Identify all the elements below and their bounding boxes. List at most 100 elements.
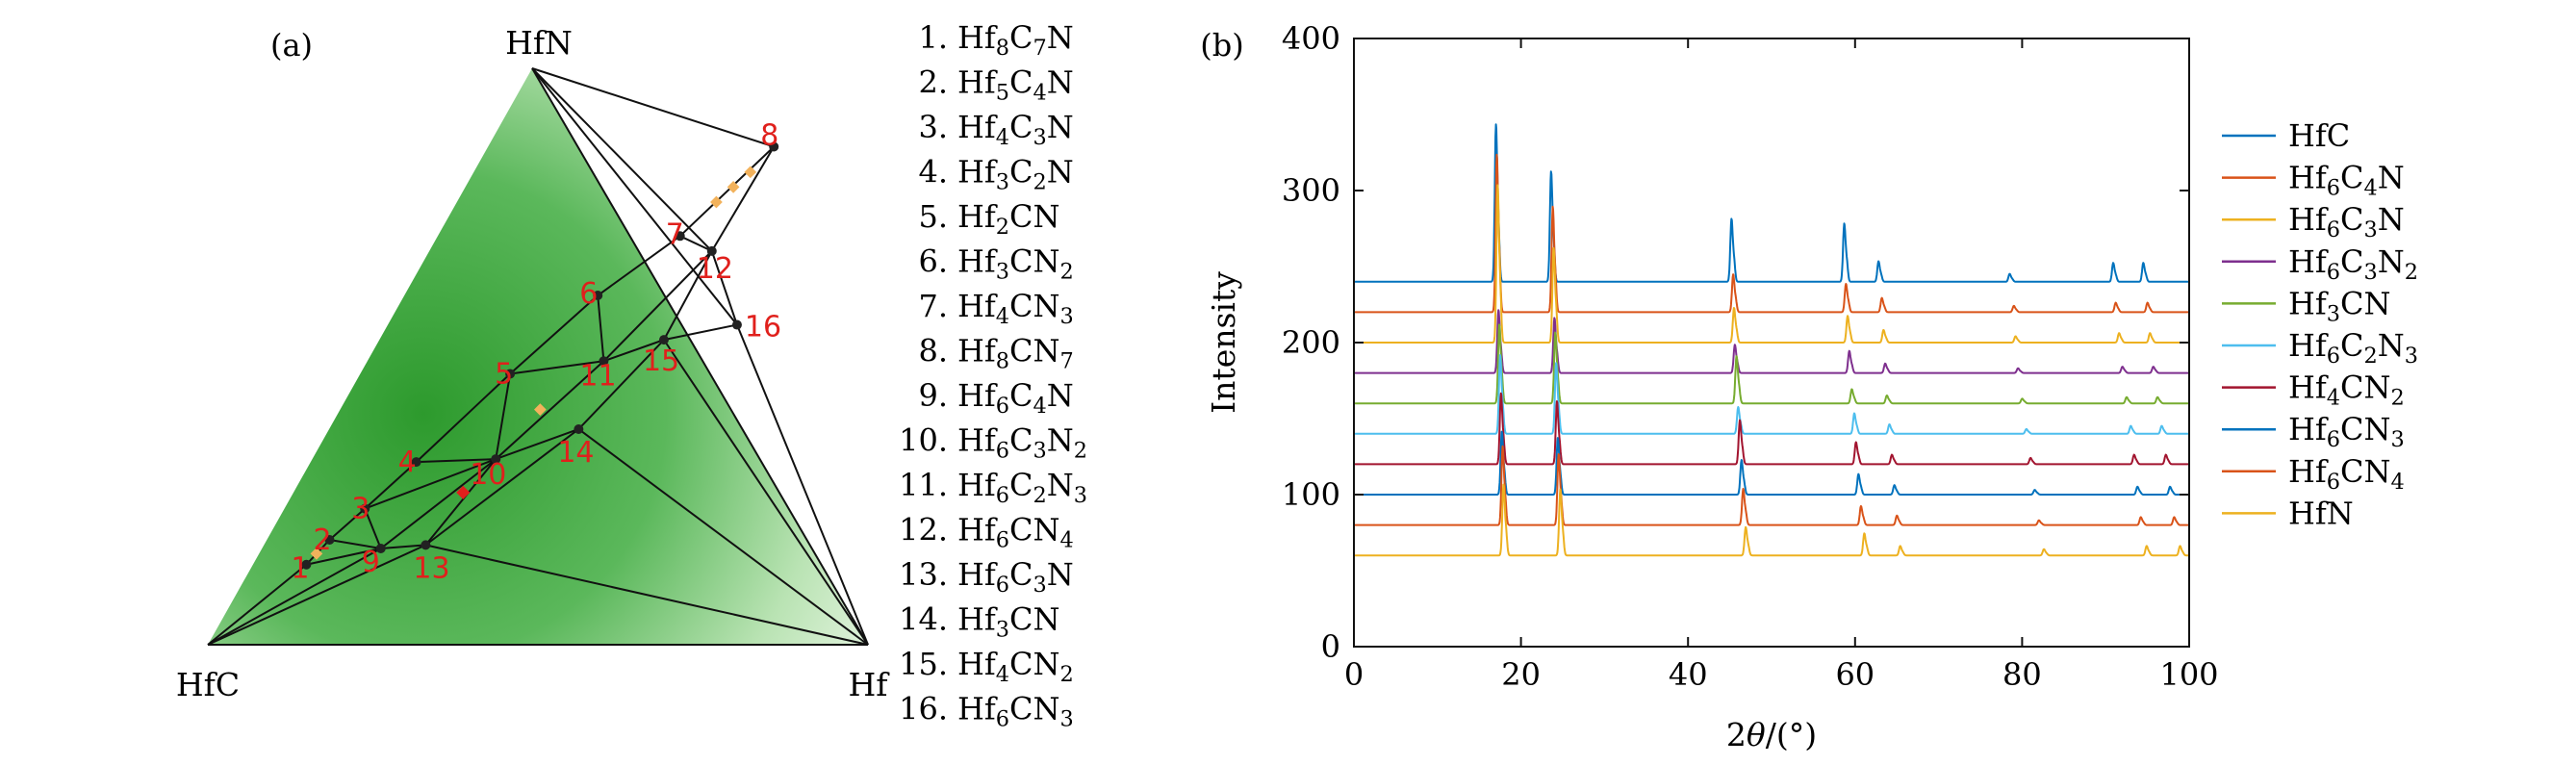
text-part: CN	[1009, 198, 1059, 235]
x-axis-label-part: θ	[1747, 716, 1766, 753]
compound-legend-formula: Hf6C3N2	[957, 422, 1087, 464]
text-part: CN	[2340, 453, 2390, 490]
x-axis-label-part: 2	[1726, 716, 1747, 753]
text-part: CN	[1009, 288, 1059, 324]
tie-line-10-11	[495, 360, 605, 460]
tie-line-9-10	[380, 458, 497, 549]
compound-legend-number: 7.	[918, 288, 948, 324]
corner-label-hf: Hf	[849, 666, 891, 703]
tie-line-4-5	[415, 372, 511, 463]
compound-point-15	[658, 335, 669, 345]
subscript: 4	[2327, 386, 2340, 411]
x-axis-label-part: /(°)	[1766, 716, 1817, 753]
y-tick-label: 0	[1321, 628, 1340, 665]
text-part: C	[1009, 467, 1033, 503]
corner-label-hfc: HfC	[176, 666, 240, 703]
tie-line-6-11	[597, 294, 605, 362]
subscript: 2	[2405, 260, 2418, 285]
x-tick-label: 0	[1344, 656, 1364, 693]
legend-label-Hf4CN2: Hf4CN2	[2288, 370, 2405, 411]
x-axis-label: 2θ/(°)	[1726, 716, 1817, 753]
compound-point-label-16: 16	[745, 311, 781, 344]
compound-point-label-4: 4	[398, 446, 417, 479]
compound-legend-formula: Hf6C2N3	[957, 467, 1087, 508]
subscript: 3	[1033, 125, 1046, 150]
text-part: C	[1009, 154, 1033, 191]
text-part: N	[1047, 556, 1074, 593]
compound-legend-number: 6.	[918, 243, 948, 280]
text-part: Hf	[2288, 453, 2329, 490]
subscript: 3	[1033, 573, 1046, 598]
text-part: N	[1047, 109, 1074, 145]
subscript: 2	[1059, 662, 1073, 687]
compound-point-label-8: 8	[760, 118, 778, 152]
tie-line-6-7	[597, 235, 681, 296]
text-part: Hf	[2288, 285, 2329, 321]
compound-point-label-1: 1	[291, 552, 309, 586]
compound-point-7	[675, 231, 685, 242]
text-part: C	[1009, 422, 1033, 459]
subscript: 3	[1033, 439, 1046, 464]
subscript: 3	[996, 170, 1009, 195]
compound-point-9	[375, 543, 386, 553]
compound-point-12	[706, 245, 717, 256]
tie-line-3-9	[364, 508, 382, 549]
text-part: N	[1047, 64, 1074, 101]
panel-b-label: (b)	[1200, 27, 1243, 64]
subscript: 6	[996, 528, 1009, 553]
compound-legend-number: 10.	[899, 422, 948, 459]
text-part: CN	[2340, 285, 2390, 321]
y-axis-label: Intensity	[1205, 271, 1242, 414]
legend-label-Hf6CN3: Hf6CN3	[2288, 411, 2405, 452]
compound-legend-number: 1.	[918, 19, 948, 56]
text-part: Hf	[957, 512, 998, 548]
axis-ticks: 0 20 40 60 80 100 0 100 200 300 400	[1282, 20, 2219, 693]
y-tick-label: 100	[1282, 476, 1340, 513]
subscript: 6	[996, 394, 1009, 419]
compound-legend-number: 15.	[899, 646, 948, 682]
x-tick-label: 80	[2002, 656, 2042, 693]
subscript: 7	[1059, 349, 1073, 374]
series-line-Hf4CN2	[1353, 392, 2190, 466]
text-part: C	[2340, 243, 2363, 280]
tie-line-4-10	[416, 458, 497, 464]
legend-label-Hf6C4N: Hf6C4N	[2288, 160, 2405, 201]
y-tick-label: 400	[1282, 20, 1340, 57]
text-part: Hf	[957, 467, 998, 503]
tie-line-HfN-16	[531, 67, 738, 326]
tie-line-10-13	[424, 458, 497, 547]
subscript: 4	[2363, 176, 2377, 201]
compound-point-label-6: 6	[579, 277, 598, 311]
tie-line-11-15	[603, 339, 665, 363]
series-line-Hf6CN3	[1353, 430, 2190, 496]
subscript: 6	[996, 573, 1009, 598]
series-line-Hf6C3N2	[1353, 309, 2190, 374]
tie-lines	[207, 67, 869, 646]
text-part: N	[2378, 160, 2405, 196]
compound-legend-number: 2.	[918, 64, 948, 101]
metastable-point-red	[456, 485, 471, 499]
text-part: N	[2378, 327, 2405, 364]
subscript: 3	[2327, 301, 2340, 326]
text-part: CN	[1009, 243, 1059, 280]
compound-legend-number: 13.	[899, 556, 948, 593]
compound-legend-formula: Hf3C2N	[957, 154, 1074, 195]
compound-legend-number: 9.	[918, 377, 948, 414]
compound-point-8	[769, 141, 779, 152]
compound-legend-number: 14.	[899, 601, 948, 638]
compound-legend-formula: Hf4CN3	[957, 288, 1074, 329]
tie-line-1-9	[306, 547, 381, 566]
text-part: Hf	[957, 109, 998, 145]
compound-legend-number: 5.	[918, 198, 948, 235]
tie-line-12-15	[663, 250, 713, 341]
compound-point-label-7: 7	[666, 217, 684, 251]
subscript: 2	[1033, 483, 1046, 508]
compound-legend-formula: Hf2CN	[957, 198, 1059, 240]
text-part: N	[2378, 201, 2405, 238]
compound-legend-number: 12.	[899, 512, 948, 548]
compound-point-label-9: 9	[362, 546, 380, 579]
series-line-Hf6C3N	[1353, 184, 2190, 344]
